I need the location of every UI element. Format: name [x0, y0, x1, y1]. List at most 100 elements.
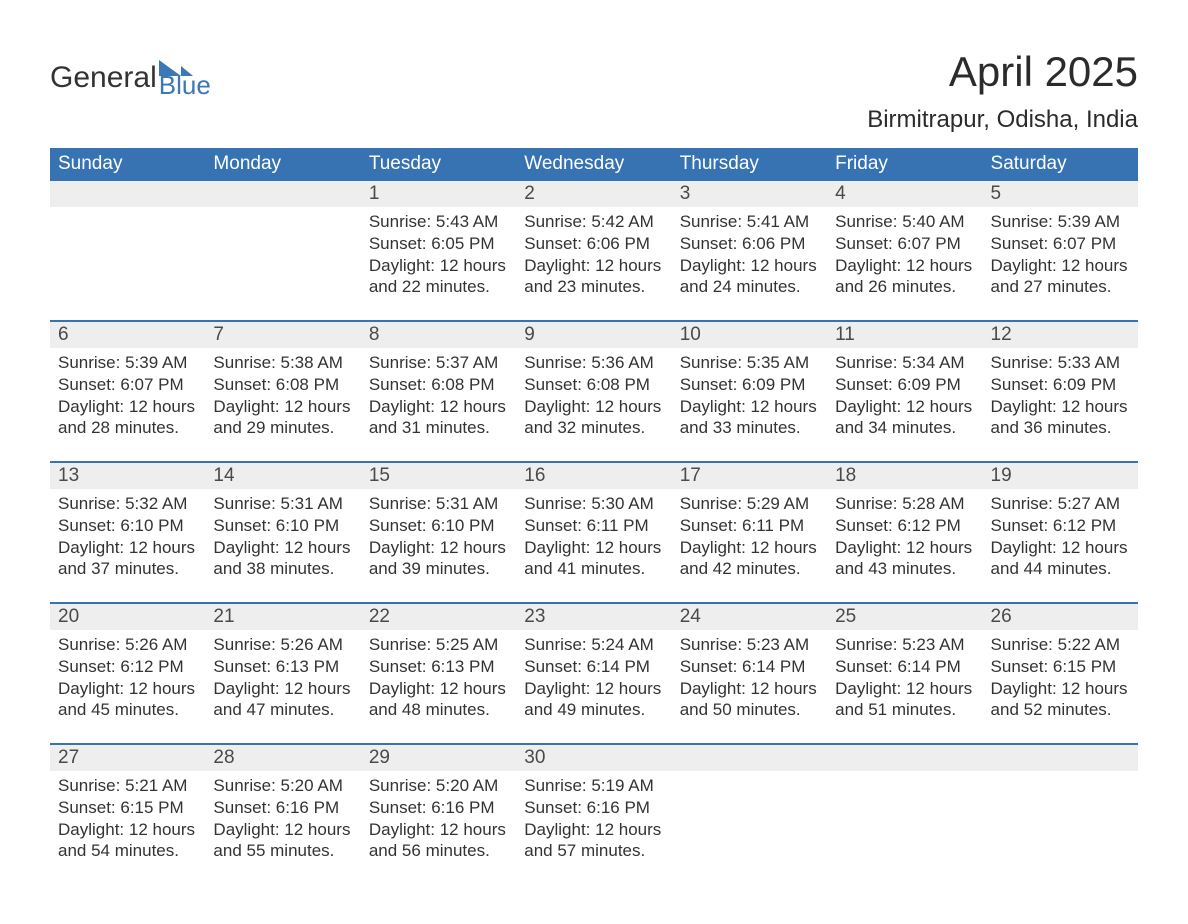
week-daynum-row: 20212223242526: [50, 603, 1138, 630]
day-number-cell: 30: [516, 744, 671, 771]
brand-accent-wrap: Blue: [159, 58, 211, 97]
sunrise-line: Sunrise: 5:34 AM: [835, 352, 974, 374]
calendar-table: Sunday Monday Tuesday Wednesday Thursday…: [50, 148, 1138, 884]
day-body: [50, 207, 205, 315]
day-number: 10: [672, 322, 827, 348]
day-number-cell: 27: [50, 744, 205, 771]
sunset-line: Sunset: 6:07 PM: [58, 374, 197, 396]
sunrise-line: Sunrise: 5:21 AM: [58, 775, 197, 797]
day-number: 23: [516, 604, 671, 630]
daylight-line: Daylight: 12 hours and 41 minutes.: [524, 537, 663, 581]
daylight-line: Daylight: 12 hours and 34 minutes.: [835, 396, 974, 440]
day-body-cell: [827, 771, 982, 884]
sunset-line: Sunset: 6:10 PM: [369, 515, 508, 537]
brand-word-blue: Blue: [159, 74, 211, 97]
sunrise-line: Sunrise: 5:32 AM: [58, 493, 197, 515]
week-body-row: Sunrise: 5:39 AMSunset: 6:07 PM Daylight:…: [50, 348, 1138, 462]
day-body: Sunrise: 5:20 AMSunset: 6:16 PMDaylight:…: [361, 771, 516, 884]
daylight-line: Daylight: 12 hours and 48 minutes.: [369, 678, 508, 722]
day-number-cell: 4: [827, 181, 982, 207]
day-body: Sunrise: 5:36 AMSunset: 6:08 PMDaylight:…: [516, 348, 671, 461]
daylight-line: Daylight: 12 hours and 44 minutes.: [991, 537, 1130, 581]
sunset-line: Sunset: 6:16 PM: [524, 797, 663, 819]
day-number-cell: 24: [672, 603, 827, 630]
day-body-cell: Sunrise: 5:26 AMSunset: 6:13 PMDaylight:…: [205, 630, 360, 744]
day-number: 29: [361, 745, 516, 771]
day-number: 24: [672, 604, 827, 630]
day-number-cell: 15: [361, 462, 516, 489]
sunrise-line: Sunrise: 5:40 AM: [835, 211, 974, 233]
daylight-line: Daylight: 12 hours and 24 minutes.: [680, 255, 819, 299]
daylight-line: Daylight: 12 hours and 54 minutes.: [58, 819, 197, 863]
day-number-cell: [672, 744, 827, 771]
sunset-line: Sunset: 6:16 PM: [213, 797, 352, 819]
day-body-cell: Sunrise: 5:33 AMSunset: 6:09 PMDaylight:…: [983, 348, 1138, 462]
day-body-cell: [205, 207, 360, 321]
day-body: Sunrise: 5:26 AMSunset: 6:13 PMDaylight:…: [205, 630, 360, 743]
col-header-tuesday: Tuesday: [361, 148, 516, 181]
sunset-line: Sunset: 6:13 PM: [369, 656, 508, 678]
day-body-cell: Sunrise: 5:26 AMSunset: 6:12 PMDaylight:…: [50, 630, 205, 744]
day-body-cell: Sunrise: 5:24 AMSunset: 6:14 PMDaylight:…: [516, 630, 671, 744]
sunrise-line: Sunrise: 5:25 AM: [369, 634, 508, 656]
day-body-cell: Sunrise: 5:42 AMSunset: 6:06 PMDaylight:…: [516, 207, 671, 321]
sunrise-line: Sunrise: 5:22 AM: [991, 634, 1130, 656]
daylight-line: Daylight: 12 hours and 47 minutes.: [213, 678, 352, 722]
sunrise-line: Sunrise: 5:19 AM: [524, 775, 663, 797]
col-header-sunday: Sunday: [50, 148, 205, 181]
calendar-header: Sunday Monday Tuesday Wednesday Thursday…: [50, 148, 1138, 181]
sunrise-line: Sunrise: 5:24 AM: [524, 634, 663, 656]
col-header-monday: Monday: [205, 148, 360, 181]
sunset-line: Sunset: 6:14 PM: [835, 656, 974, 678]
day-body: [983, 771, 1138, 879]
day-number: [827, 745, 982, 771]
day-body: Sunrise: 5:31 AMSunset: 6:10 PMDaylight:…: [361, 489, 516, 602]
week-body-row: Sunrise: 5:43 AMSunset: 6:05 PMDaylight:…: [50, 207, 1138, 321]
daylight-line: Daylight: 12 hours and 38 minutes.: [213, 537, 352, 581]
day-body-cell: Sunrise: 5:31 AMSunset: 6:10 PMDaylight:…: [205, 489, 360, 603]
sunrise-line: Sunrise: 5:30 AM: [524, 493, 663, 515]
day-body-cell: Sunrise: 5:34 AMSunset: 6:09 PMDaylight:…: [827, 348, 982, 462]
day-number: 25: [827, 604, 982, 630]
day-number-cell: 25: [827, 603, 982, 630]
sunrise-line: Sunrise: 5:36 AM: [524, 352, 663, 374]
day-number: [50, 181, 205, 207]
day-body: Sunrise: 5:30 AMSunset: 6:11 PMDaylight:…: [516, 489, 671, 602]
header-row: General Blue April 2025 Birmitrapur, Odi…: [50, 50, 1138, 142]
day-body: Sunrise: 5:40 AMSunset: 6:07 PMDaylight:…: [827, 207, 982, 320]
month-title: April 2025: [867, 50, 1138, 94]
sunrise-line: Sunrise: 5:28 AM: [835, 493, 974, 515]
day-body: Sunrise: 5:39 AMSunset: 6:07 PMDaylight:…: [50, 348, 205, 461]
day-number-cell: 17: [672, 462, 827, 489]
day-number-cell: 9: [516, 321, 671, 348]
day-number-cell: 6: [50, 321, 205, 348]
sunset-line: Sunset: 6:10 PM: [58, 515, 197, 537]
day-body: Sunrise: 5:21 AMSunset: 6:15 PMDaylight:…: [50, 771, 205, 884]
day-number-cell: 10: [672, 321, 827, 348]
sunset-line: Sunset: 6:06 PM: [524, 233, 663, 255]
day-number-cell: 26: [983, 603, 1138, 630]
day-body: Sunrise: 5:39 AMSunset: 6:07 PMDaylight:…: [983, 207, 1138, 320]
daylight-line: Daylight: 12 hours and 49 minutes.: [524, 678, 663, 722]
sunrise-line: Sunrise: 5:39 AM: [58, 352, 197, 374]
day-number: 27: [50, 745, 205, 771]
day-body: Sunrise: 5:34 AMSunset: 6:09 PMDaylight:…: [827, 348, 982, 461]
day-body-cell: Sunrise: 5:32 AMSunset: 6:10 PMDaylight:…: [50, 489, 205, 603]
day-number-cell: 21: [205, 603, 360, 630]
day-body-cell: Sunrise: 5:28 AMSunset: 6:12 PMDaylight:…: [827, 489, 982, 603]
sunset-line: Sunset: 6:09 PM: [991, 374, 1130, 396]
week-daynum-row: 27282930: [50, 744, 1138, 771]
daylight-line: Daylight: 12 hours and 56 minutes.: [369, 819, 508, 863]
daylight-line: Daylight: 12 hours and 37 minutes.: [58, 537, 197, 581]
day-body: Sunrise: 5:26 AMSunset: 6:12 PMDaylight:…: [50, 630, 205, 743]
day-body-cell: Sunrise: 5:22 AMSunset: 6:15 PMDaylight:…: [983, 630, 1138, 744]
day-body: Sunrise: 5:35 AMSunset: 6:09 PMDaylight:…: [672, 348, 827, 461]
day-number-cell: 28: [205, 744, 360, 771]
daylight-line: Daylight: 12 hours and 22 minutes.: [369, 255, 508, 299]
day-number-cell: 16: [516, 462, 671, 489]
daylight-line: Daylight: 12 hours and 23 minutes.: [524, 255, 663, 299]
day-body-cell: Sunrise: 5:39 AMSunset: 6:07 PMDaylight:…: [983, 207, 1138, 321]
day-body-cell: Sunrise: 5:19 AMSunset: 6:16 PMDaylight:…: [516, 771, 671, 884]
sunset-line: Sunset: 6:15 PM: [991, 656, 1130, 678]
day-body-cell: Sunrise: 5:27 AMSunset: 6:12 PMDaylight:…: [983, 489, 1138, 603]
